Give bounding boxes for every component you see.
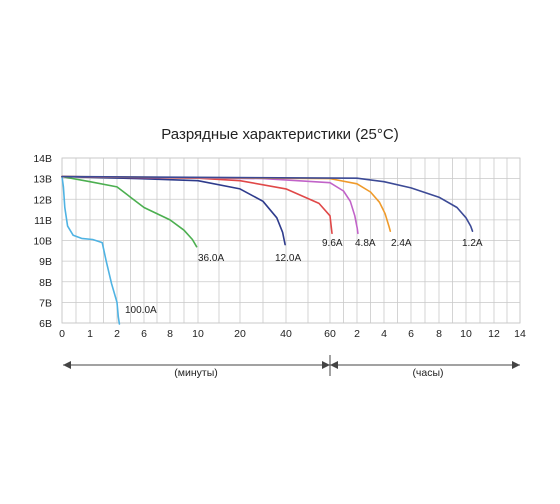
hours-label: (часы) <box>412 367 443 379</box>
y-axis-ticks: 14В 13В 12В 11В 10В 9В 8В 7В 6В <box>33 153 52 330</box>
series-label-36.0A: 36.0A <box>198 253 224 264</box>
x-tick-label: 2 <box>114 328 120 340</box>
series-label-12.0A: 12.0A <box>275 253 301 264</box>
series-label-100.0A: 100.0A <box>125 305 157 316</box>
series-curve-9.6A <box>61 175 333 235</box>
x-tick-label: 12 <box>488 328 500 340</box>
range-right-arrow <box>512 361 520 369</box>
series-labels: 100.0A 36.0A 12.0A 9.6A 4.8A 2.4A 1.2A <box>125 238 483 316</box>
series-curve-12.0A <box>61 175 286 246</box>
series-label-1.2A: 1.2A <box>462 238 483 249</box>
grid <box>61 157 521 324</box>
x-tick-label: 2 <box>354 328 360 340</box>
minutes-label: (минуты) <box>174 367 217 379</box>
x-tick-label: 20 <box>234 328 246 340</box>
x-tick-label: 4 <box>381 328 387 340</box>
y-tick-label: 13В <box>33 174 52 186</box>
range-mid-arrow-left <box>322 361 330 369</box>
x-tick-label: 10 <box>192 328 204 340</box>
x-axis-ticks: 0 1 2 6 8 10 20 40 60 2 4 6 8 10 12 14 <box>59 328 526 340</box>
x-tick-label: 14 <box>514 328 526 340</box>
y-tick-label: 11В <box>34 215 52 227</box>
y-tick-label: 7В <box>39 297 52 309</box>
x-tick-label: 8 <box>167 328 173 340</box>
y-tick-label: 10В <box>33 236 52 248</box>
chart-title: Разрядные характеристики (25°C) <box>161 126 398 143</box>
x-tick-label: 6 <box>141 328 147 340</box>
x-tick-label: 10 <box>460 328 472 340</box>
series-curves <box>61 175 474 325</box>
y-tick-label: 6В <box>39 318 52 330</box>
x-tick-label: 40 <box>280 328 292 340</box>
series-curve-1.2A <box>61 175 474 232</box>
y-tick-label: 9В <box>39 256 52 268</box>
range-mid-arrow-right <box>330 361 338 369</box>
series-label-9.6A: 9.6A <box>322 238 343 249</box>
series-label-2.4A: 2.4A <box>391 238 412 249</box>
x-tick-label: 0 <box>59 328 65 340</box>
time-range-indicator: (минуты) (часы) <box>63 355 520 379</box>
range-left-arrow <box>63 361 71 369</box>
series-curve-100.0A <box>61 175 121 325</box>
y-tick-label: 8В <box>39 277 52 289</box>
x-tick-label: 1 <box>87 328 93 340</box>
series-curve-2.4A <box>61 175 392 232</box>
y-tick-label: 14В <box>33 153 52 165</box>
y-tick-label: 12В <box>33 194 52 206</box>
x-tick-label: 6 <box>408 328 414 340</box>
x-tick-label: 8 <box>436 328 442 340</box>
series-label-4.8A: 4.8A <box>355 238 376 249</box>
series-curve-36.0A <box>61 175 198 248</box>
x-tick-label: 60 <box>324 328 336 340</box>
series-curve-4.8A <box>61 175 359 235</box>
